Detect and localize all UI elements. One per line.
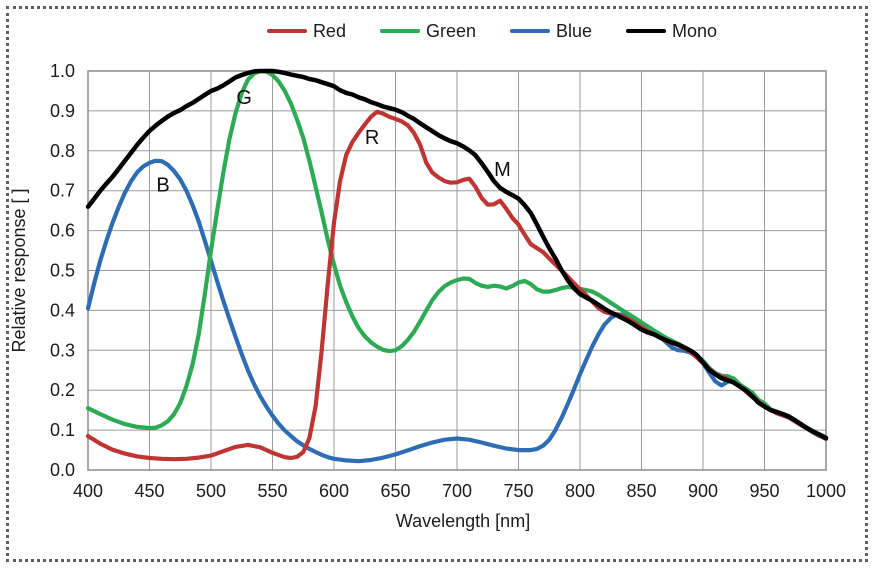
series-line-mono — [85, 68, 829, 441]
y-tick-label: 0.1 — [50, 420, 75, 440]
curve-label-g: G — [236, 87, 252, 109]
y-tick-label: 1.0 — [50, 61, 75, 81]
y-tick-label: 0.6 — [50, 221, 75, 241]
x-axis-title: Wavelength [nm] — [396, 511, 530, 531]
legend-item-green: Green — [379, 21, 476, 41]
x-axis-tick-labels: 400 450 500 550 600 650 700 750 800 850 900 950 1000 — [73, 481, 846, 501]
x-tick-label: 550 — [257, 481, 287, 501]
mono-line-swatch — [626, 29, 667, 33]
chart-legend: Red Green Blue Mono — [0, 22, 874, 40]
x-tick-label: 750 — [503, 481, 533, 501]
y-axis-tick-labels: 0.0 0.1 0.2 0.3 0.4 0.5 0.6 0.7 0.8 0.9 1.0 — [50, 61, 75, 480]
curve-label-m: M — [494, 159, 511, 181]
y-tick-label: 0.0 — [50, 460, 75, 480]
curve-labels: B G R M — [156, 87, 510, 197]
x-tick-label: 950 — [749, 481, 779, 501]
x-tick-label: 700 — [442, 481, 472, 501]
x-tick-label: 1000 — [806, 481, 846, 501]
series-lines — [85, 68, 829, 464]
red-line-swatch — [266, 29, 307, 33]
y-tick-label: 0.5 — [50, 261, 75, 281]
y-tick-label: 0.9 — [50, 101, 75, 121]
y-tick-label: 0.4 — [50, 300, 75, 320]
legend-item-red: Red — [266, 21, 346, 41]
legend-label-green: Green — [425, 21, 476, 41]
plot-border — [87, 70, 827, 471]
x-tick-label: 850 — [626, 481, 656, 501]
y-tick-label: 0.2 — [50, 380, 75, 400]
x-tick-label: 900 — [688, 481, 718, 501]
curve-label-b: B — [156, 175, 169, 197]
y-tick-label: 0.8 — [50, 141, 75, 161]
series-line-blue — [85, 158, 829, 464]
y-tick-label: 0.7 — [50, 181, 75, 201]
legend-item-mono: Mono — [626, 22, 717, 40]
x-tick-label: 800 — [565, 481, 595, 501]
legend-item-blue: Blue — [510, 22, 592, 40]
x-tick-label: 500 — [196, 481, 226, 501]
curve-label-r: R — [365, 127, 379, 149]
x-tick-label: 450 — [134, 481, 164, 501]
blue-line-swatch — [510, 29, 550, 33]
x-tick-label: 600 — [319, 481, 349, 501]
gridlines — [87, 70, 827, 471]
y-axis-title: Relative response [ ] — [9, 188, 29, 352]
legend-label-red: Red — [312, 21, 346, 41]
legend-label-blue: Blue — [556, 21, 593, 41]
x-tick-label: 650 — [380, 481, 410, 501]
y-tick-label: 0.3 — [50, 340, 75, 360]
legend-label-mono: Mono — [672, 21, 718, 41]
green-line-swatch — [379, 29, 420, 33]
x-tick-label: 400 — [73, 481, 103, 501]
